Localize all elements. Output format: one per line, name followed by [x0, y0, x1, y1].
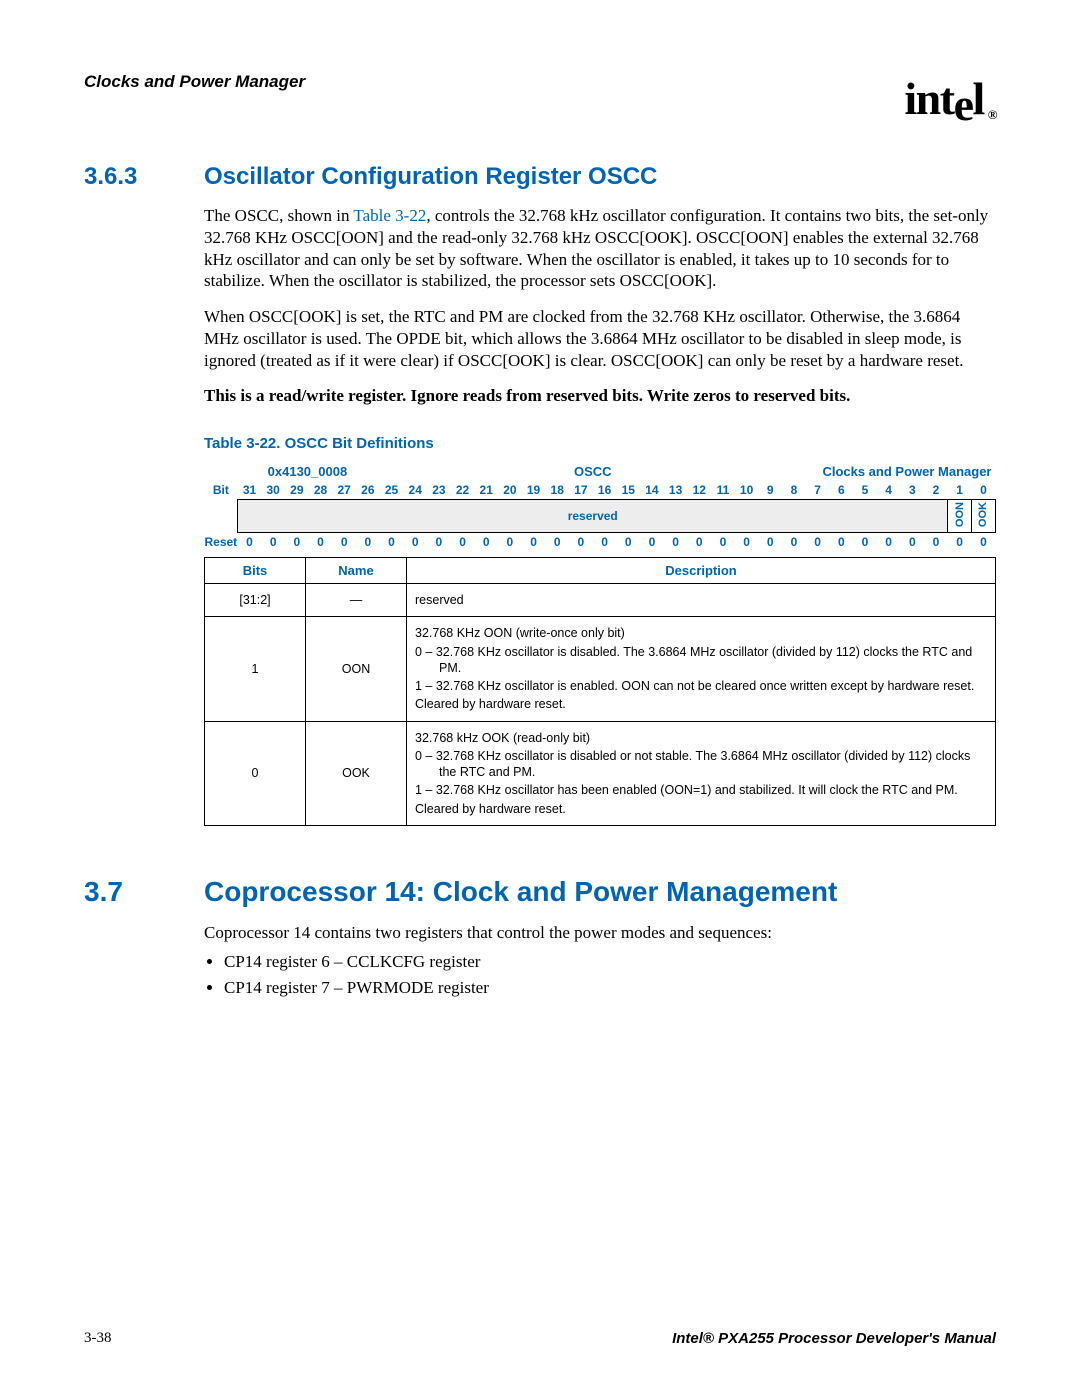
table-ref-link[interactable]: Table 3-22 [353, 206, 426, 225]
table-header-row: Bits Name Description [205, 558, 996, 584]
footer-manual-title: Intel® PXA255 Processor Developer's Manu… [672, 1330, 996, 1347]
bit-description-table: Bits Name Description [31:2]—reserved1OO… [204, 557, 996, 826]
bullet-list: CP14 register 6 – CCLKCFG register CP14 … [204, 952, 996, 998]
section-3-6-3-heading: 3.6.3 Oscillator Configuration Register … [84, 163, 996, 191]
col-name: Name [306, 558, 407, 584]
section-number: 3.6.3 [84, 163, 204, 191]
section-3-7-heading: 3.7 Coprocessor 14: Clock and Power Mana… [84, 876, 996, 908]
page: Clocks and Power Manager intel® 3.6.3 Os… [0, 0, 1080, 1397]
reset-label: Reset [204, 533, 238, 552]
page-header: Clocks and Power Manager intel® [84, 72, 996, 125]
header-title: Clocks and Power Manager [84, 72, 305, 92]
bit-definition-table: 0x4130_0008 OSCC Clocks and Power Manage… [204, 462, 996, 551]
register-module: Clocks and Power Manager [711, 462, 995, 481]
bit-fields-row: reserved OON OOK [204, 500, 996, 533]
table-row: [31:2]—reserved [205, 584, 996, 617]
section-3-6-3-body: The OSCC, shown in Table 3-22, controls … [204, 205, 996, 826]
paragraph: Coprocessor 14 contains two registers th… [204, 922, 996, 944]
page-number: 3-38 [84, 1330, 112, 1347]
table-row: 1OON32.768 KHz OON (write-once only bit)… [205, 617, 996, 721]
registered-mark: ® [988, 107, 996, 123]
paragraph: The OSCC, shown in Table 3-22, controls … [204, 205, 996, 292]
paragraph: When OSCC[OOK] is set, the RTC and PM ar… [204, 306, 996, 371]
register-header-row: 0x4130_0008 OSCC Clocks and Power Manage… [204, 462, 996, 481]
paragraph: This is a read/write register. Ignore re… [204, 385, 996, 407]
col-description: Description [407, 558, 996, 584]
table-caption: Table 3-22. OSCC Bit Definitions [204, 435, 996, 452]
register-address: 0x4130_0008 [238, 462, 475, 481]
section-title: Oscillator Configuration Register OSCC [204, 163, 657, 191]
bit-numbers-row: Bit 313029282726252423222120191817161514… [204, 481, 996, 500]
section-3-7-body: Coprocessor 14 contains two registers th… [204, 922, 996, 998]
table-row: 0OOK32.768 kHz OOK (read-only bit)0 – 32… [205, 721, 996, 825]
intel-logo: intel® [904, 72, 996, 125]
list-item: CP14 register 7 – PWRMODE register [224, 978, 996, 998]
oon-field: OON [954, 500, 966, 529]
register-name: OSCC [474, 462, 711, 481]
section-title: Coprocessor 14: Clock and Power Manageme… [204, 876, 837, 908]
bit-label: Bit [204, 481, 238, 500]
reserved-field: reserved [568, 509, 618, 523]
page-footer: 3-38 Intel® PXA255 Processor Developer's… [84, 1330, 996, 1347]
col-bits: Bits [205, 558, 306, 584]
reset-values-row: Reset 00000000000000000000000000000000 [204, 533, 996, 552]
section-number: 3.7 [84, 876, 204, 908]
list-item: CP14 register 6 – CCLKCFG register [224, 952, 996, 972]
ook-field: OOK [977, 500, 989, 529]
